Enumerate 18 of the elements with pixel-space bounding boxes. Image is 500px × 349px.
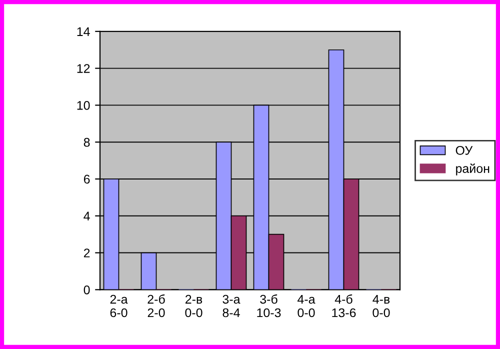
y-tick-label: 0	[84, 285, 90, 294]
y-tick-label: 14	[77, 27, 90, 36]
y-tick-label: 10	[77, 101, 90, 110]
x-tick-label: 4-в 0-0	[372, 294, 390, 318]
x-tick-label: 2-в 0-0	[185, 294, 202, 318]
x-tick-label: 4-а 0-0	[298, 294, 316, 318]
y-tick-label: 6	[84, 174, 90, 184]
y-tick-label: 4	[84, 212, 90, 220]
x-tick-label: 4-б 13-6	[332, 294, 356, 318]
x-tick-label: 3-б 10-3	[257, 294, 281, 318]
y-tick-label: 12	[77, 64, 90, 73]
y-tick-label: 2	[84, 248, 90, 258]
x-tick-label: 2-а 6-0	[110, 294, 128, 318]
legend-label: район	[456, 164, 490, 176]
y-tick-label: 8	[84, 138, 90, 147]
legend-label: ОУ	[456, 146, 473, 155]
x-tick-label: 3-а 8-4	[222, 294, 240, 318]
x-tick-label: 2-б 2-0	[148, 294, 165, 318]
